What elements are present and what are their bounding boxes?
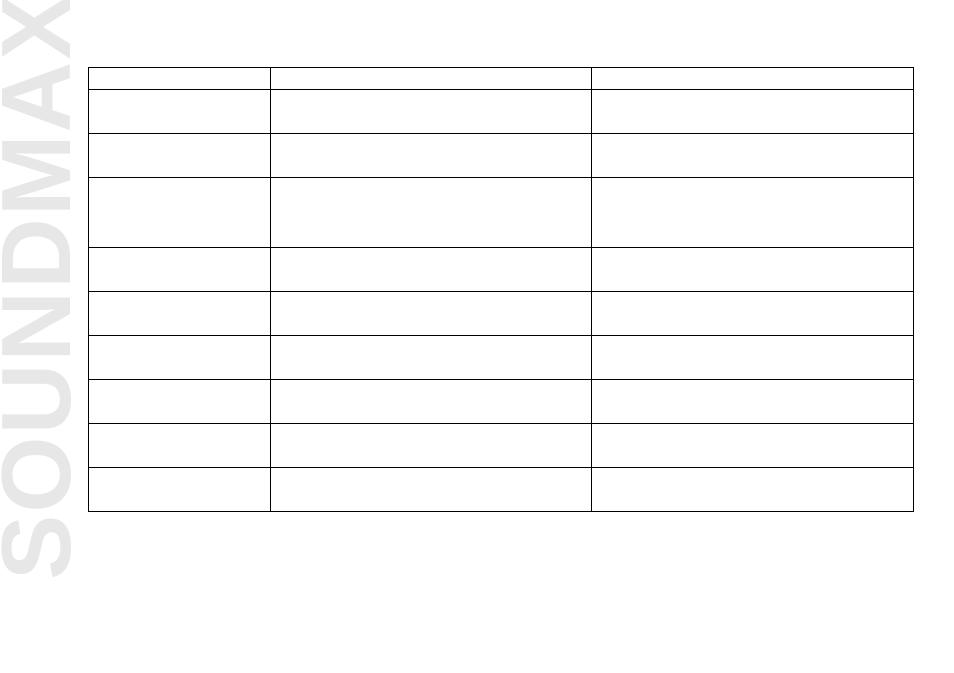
table-row xyxy=(89,468,914,512)
table-row xyxy=(89,248,914,292)
table-row xyxy=(89,178,914,248)
table-row xyxy=(89,336,914,380)
cell xyxy=(270,424,592,468)
cell xyxy=(592,90,914,134)
cell xyxy=(89,90,271,134)
cell xyxy=(592,178,914,248)
cell xyxy=(592,424,914,468)
table-row xyxy=(89,90,914,134)
cell xyxy=(89,336,271,380)
col-header-2 xyxy=(592,68,914,90)
table-row xyxy=(89,380,914,424)
table-row xyxy=(89,424,914,468)
cell xyxy=(592,292,914,336)
table-header-row xyxy=(89,68,914,90)
cell xyxy=(89,134,271,178)
spec-table xyxy=(88,67,914,512)
table-row xyxy=(89,134,914,178)
col-header-1 xyxy=(270,68,592,90)
cell xyxy=(89,380,271,424)
cell xyxy=(592,248,914,292)
table-row xyxy=(89,292,914,336)
cell xyxy=(270,292,592,336)
cell xyxy=(592,134,914,178)
cell xyxy=(592,468,914,512)
cell xyxy=(592,336,914,380)
cell xyxy=(89,178,271,248)
page-content xyxy=(0,0,954,512)
col-header-0 xyxy=(89,68,271,90)
cell xyxy=(89,248,271,292)
cell xyxy=(270,336,592,380)
cell xyxy=(270,380,592,424)
cell xyxy=(89,468,271,512)
cell xyxy=(89,424,271,468)
cell xyxy=(270,248,592,292)
cell xyxy=(270,90,592,134)
cell xyxy=(270,178,592,248)
cell xyxy=(270,134,592,178)
cell xyxy=(89,292,271,336)
cell xyxy=(270,468,592,512)
cell xyxy=(592,380,914,424)
